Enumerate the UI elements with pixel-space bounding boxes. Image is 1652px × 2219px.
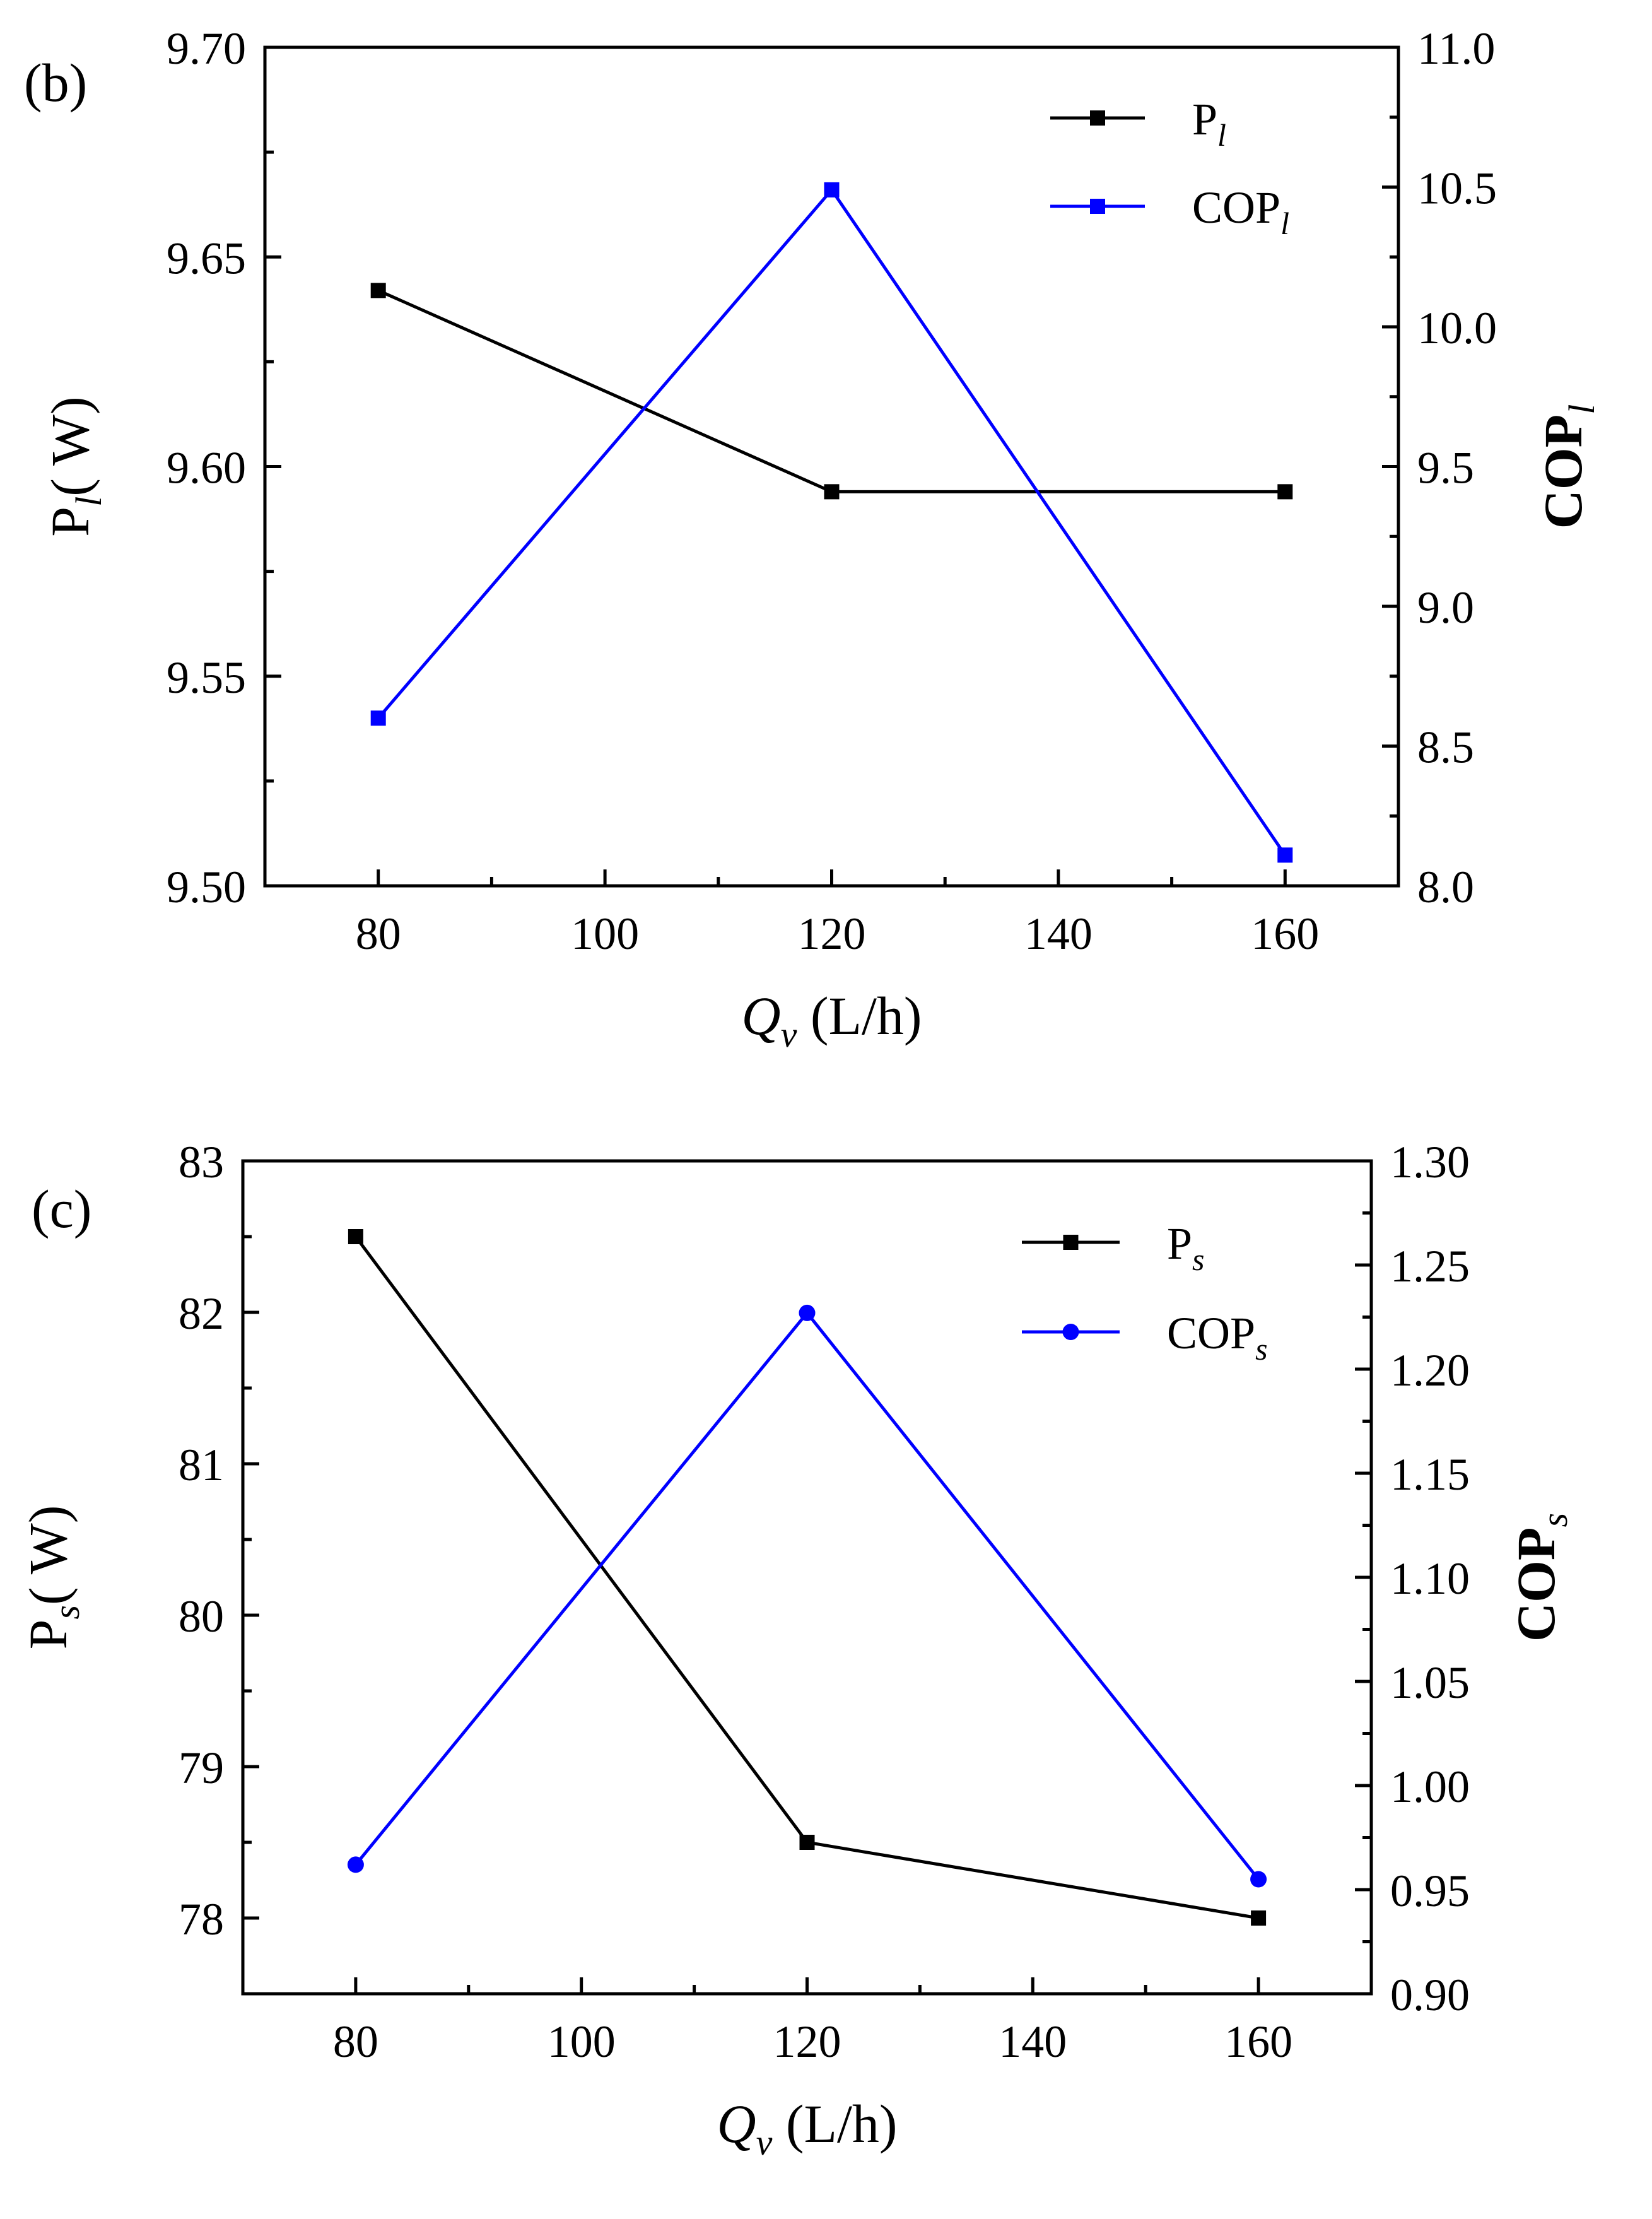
y-left-label-main: P: [40, 507, 100, 537]
legend-label-subscript: l: [1280, 206, 1289, 241]
legend-label-cop-l: COPl: [1192, 182, 1289, 241]
x-tick-label: 120: [798, 909, 866, 959]
y-right-tick-label: 1.30: [1390, 1137, 1470, 1187]
y-left-tick-label: 9.65: [167, 233, 246, 283]
plot-frame: [241, 1159, 1373, 1996]
y-right-label-main: COP: [1506, 1527, 1566, 1642]
y-right-label-subscript: s: [1534, 1513, 1575, 1527]
data-point-p-s: [348, 1229, 363, 1244]
x-tick-label: 140: [1024, 909, 1093, 959]
x-tick-label: 140: [999, 2016, 1067, 2067]
legend-marker-p-s: [1063, 1235, 1079, 1250]
x-axis-label: Qv (L/h): [741, 986, 922, 1055]
y-right-axis-label: COPs: [1506, 1513, 1575, 1642]
x-axis-label-subscript: v: [781, 1014, 797, 1055]
data-point-cop-s: [347, 1856, 364, 1873]
x-tick-label: 120: [773, 2016, 841, 2067]
legend-label-subscript: l: [1217, 117, 1226, 153]
x-tick-label: 160: [1251, 909, 1319, 959]
y-right-tick-label: 0.90: [1390, 1970, 1470, 2020]
legend-marker-cop-s: [1062, 1324, 1079, 1340]
x-axis-label-unit: (L/h): [772, 2093, 897, 2154]
legend-label-main: P: [1192, 94, 1217, 144]
data-point-cop-l: [1277, 847, 1293, 863]
y-left-tick-label: 9.60: [167, 443, 246, 493]
panel-label: (c): [32, 1179, 91, 1239]
y-right-label-subscript: l: [1561, 404, 1602, 415]
y-right-tick-label: 1.05: [1390, 1657, 1470, 1708]
y-left-label-unit: ( W): [40, 396, 100, 496]
series-line-cop-l: [377, 187, 1287, 856]
x-axis-label-subscript: v: [756, 2122, 773, 2163]
x-tick-label: 100: [548, 2016, 616, 2067]
data-point-cop-s: [1250, 1871, 1267, 1888]
x-axis-label-unit: (L/h): [797, 986, 922, 1046]
legend-marker-cop-l: [1090, 199, 1105, 214]
y-right-tick-label: 9.5: [1417, 443, 1474, 493]
x-axis-label-symbol: Q: [741, 986, 780, 1046]
legend-label-subscript: s: [1255, 1331, 1267, 1367]
data-point-p-s: [799, 1835, 815, 1850]
y-right-label-main: COP: [1533, 415, 1593, 529]
y-left-tick-label: 82: [179, 1288, 224, 1339]
legend-label-cop-s: COPs: [1167, 1308, 1268, 1367]
y-left-tick-label: 78: [179, 1894, 224, 1945]
chart1-panel: 80 100 120 140 160 78 79 80 81 82 83 0.90 0.95 1.00 1.…: [18, 1137, 1575, 2163]
data-point-cop-s: [799, 1304, 816, 1321]
legend-label-main: COP: [1192, 182, 1280, 233]
plot-frame: [263, 45, 1400, 888]
y-right-tick-label: 1.00: [1390, 1762, 1470, 1812]
y-right-axis-label: COPl: [1533, 404, 1602, 529]
data-point-p-l: [1277, 484, 1293, 500]
y-left-tick-label: 83: [179, 1137, 224, 1187]
x-axis-label: Qv (L/h): [717, 2093, 897, 2163]
x-axis-label-symbol: Q: [717, 2093, 756, 2154]
panel-label: (b): [24, 52, 87, 113]
chart0-panel: 80 100 120 140 160 9.50 9.55 9.60 9.65 9.70 8.0 8.5…: [24, 23, 1602, 1055]
legend-marker-p-l: [1090, 110, 1105, 126]
y-left-tick-label: 81: [179, 1440, 224, 1490]
y-right-tick-label: 8.0: [1417, 862, 1474, 912]
y-left-label-subscript: l: [68, 497, 109, 507]
legend-label-p-s: Ps: [1167, 1218, 1205, 1277]
y-left-tick-label: 9.70: [167, 23, 246, 74]
y-left-tick-label: 9.55: [167, 652, 246, 703]
y-right-tick-label: 9.0: [1417, 582, 1474, 633]
y-right-tick-label: 1.10: [1390, 1553, 1470, 1604]
series-line-cop-s: [354, 1310, 1260, 1881]
data-point-p-s: [1251, 1910, 1267, 1926]
data-point-p-l: [824, 484, 840, 500]
legend-label-main: COP: [1167, 1308, 1255, 1358]
y-left-label-main: P: [18, 1620, 78, 1650]
y-left-tick-label: 80: [179, 1591, 224, 1642]
x-tick-label: 100: [571, 909, 639, 959]
y-right-tick-label: 11.0: [1417, 23, 1495, 74]
data-point-p-l: [370, 283, 386, 298]
y-left-tick-label: 79: [179, 1743, 224, 1793]
data-point-cop-l: [824, 182, 840, 197]
x-tick-label: 80: [333, 2016, 378, 2067]
y-left-label-unit: ( W): [18, 1505, 78, 1605]
y-right-tick-label: 10.0: [1417, 303, 1497, 353]
y-right-tick-label: 0.95: [1390, 1866, 1470, 1916]
y-left-axis-label: Pl( W): [40, 396, 109, 536]
legend-label-main: P: [1167, 1218, 1192, 1269]
data-point-cop-l: [370, 710, 386, 726]
y-right-tick-label: 8.5: [1417, 722, 1474, 773]
y-left-axis-label: Ps( W): [18, 1505, 87, 1650]
y-right-tick-label: 1.25: [1390, 1241, 1470, 1292]
y-right-tick-label: 1.20: [1390, 1345, 1470, 1396]
y-left-label-subscript: s: [46, 1605, 87, 1620]
legend-label-p-l: Pl: [1192, 94, 1226, 153]
x-tick-label: 80: [356, 909, 401, 959]
legend-label-subscript: s: [1192, 1242, 1204, 1277]
series-line-p-l: [377, 289, 1286, 493]
series-line-p-s: [354, 1235, 1259, 1920]
y-right-tick-label: 1.15: [1390, 1449, 1470, 1500]
x-tick-label: 160: [1224, 2016, 1292, 2067]
y-right-tick-label: 10.5: [1417, 163, 1497, 214]
y-left-tick-label: 9.50: [167, 862, 246, 912]
